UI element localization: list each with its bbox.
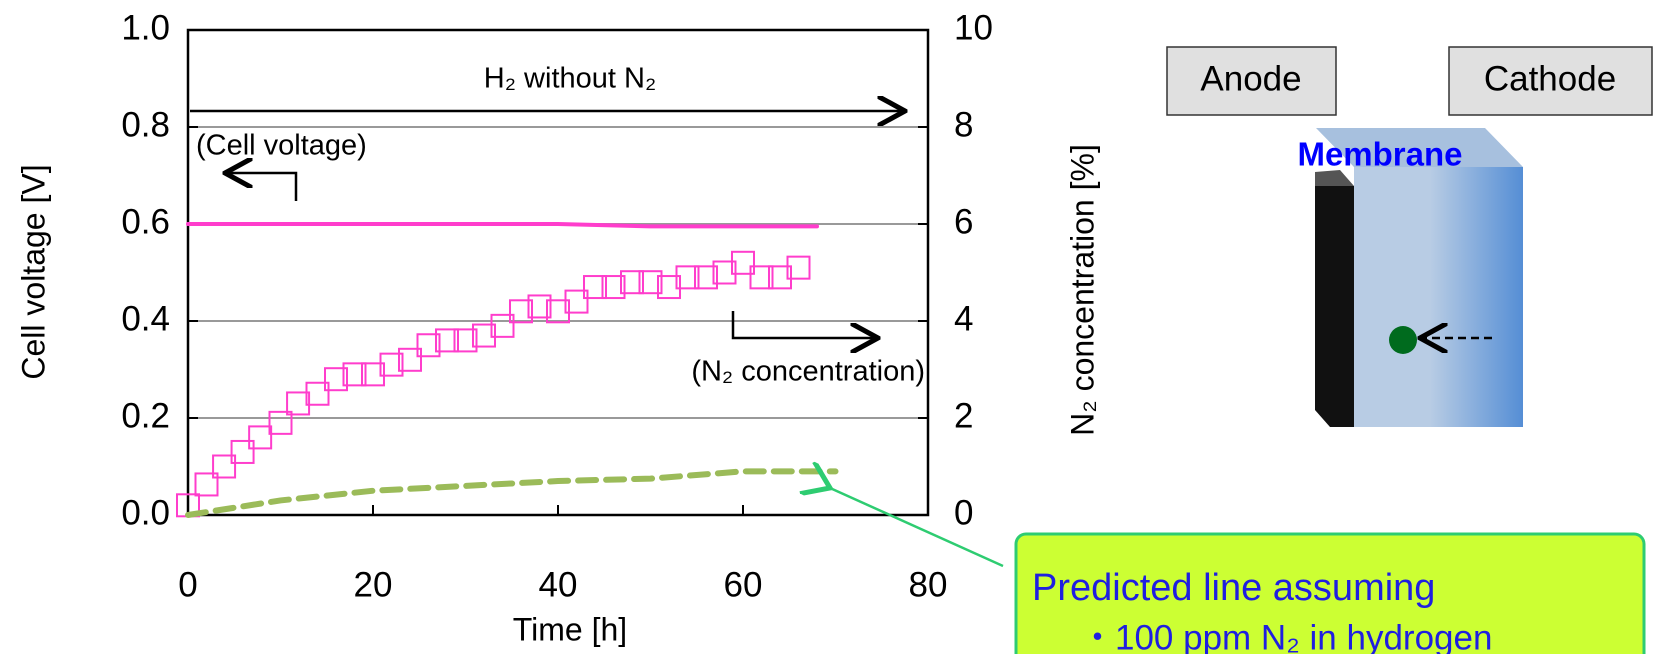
electrode: [1315, 186, 1354, 427]
data-point: [638, 270, 663, 295]
membrane-top: [1316, 128, 1523, 167]
data-point: [490, 313, 515, 338]
y-tick-label: 0.4: [121, 299, 170, 338]
data-point: [675, 265, 700, 290]
plot-frame: [186, 28, 930, 517]
x-tick-label: 40: [539, 565, 578, 604]
membrane: [1354, 167, 1523, 427]
data-point: [472, 323, 496, 348]
y-tick-label: 0.2: [121, 396, 170, 435]
data-point: [248, 425, 273, 450]
y2-tick-label: 6: [954, 202, 973, 241]
y-tick-label: 0.8: [121, 105, 170, 144]
data-point: [694, 265, 718, 290]
data-point: [268, 410, 293, 435]
y-tick-label: 0.6: [121, 202, 170, 241]
data-point: [601, 275, 626, 300]
n2-molecule: [1389, 326, 1417, 354]
data-point: [361, 362, 385, 387]
cathode-box: [1448, 46, 1653, 116]
data-point: [749, 265, 774, 290]
annotation: (N₂ concentration): [691, 356, 925, 388]
data-point: [435, 328, 459, 353]
data-point: [194, 472, 219, 497]
data-point: [379, 352, 404, 377]
x-tick-label: 0: [178, 565, 197, 604]
data-point: [212, 454, 237, 479]
data-point: [712, 260, 737, 285]
data-point: [342, 362, 367, 387]
data-point: [416, 333, 441, 358]
data-point: [324, 367, 348, 392]
x-tick-label: 80: [909, 565, 948, 604]
y-tick-label: 1.0: [121, 8, 170, 47]
y-tick-label: 0.0: [121, 493, 170, 532]
series-line: [186, 222, 819, 229]
arrow: [731, 311, 878, 338]
annotation: H₂ without N₂: [484, 63, 656, 95]
data-point: [768, 265, 792, 290]
y2-tick-label: 2: [954, 396, 973, 435]
data-point: [786, 255, 811, 280]
y2-tick-label: 10: [954, 8, 993, 47]
electrode-top: [1315, 170, 1354, 186]
membrane-label: Membrane: [1297, 136, 1462, 173]
y2-tick-label: 4: [954, 299, 973, 338]
y2-axis-title: N₂ concentration [%]: [1064, 144, 1100, 436]
anode-label: Anode: [1200, 59, 1301, 98]
callout-text: Predicted line assuming: [1032, 567, 1435, 609]
data-point: [657, 275, 681, 300]
arrow: [225, 173, 298, 201]
data-point: [527, 294, 552, 319]
data-point: [546, 299, 570, 324]
anode-box: [1166, 46, 1337, 116]
y2-tick-label: 8: [954, 105, 973, 144]
y2-tick-label: 0: [954, 493, 973, 532]
cathode-label: Cathode: [1484, 59, 1616, 98]
data-point: [564, 289, 589, 314]
data-point: [509, 299, 533, 324]
series-line: [185, 468, 839, 518]
data-point: [731, 250, 755, 275]
data-point: [620, 270, 644, 295]
x-axis-title: Time [h]: [513, 611, 627, 647]
data-point: [583, 275, 607, 300]
x-tick-label: 20: [354, 565, 393, 604]
callout-text: ・100 ppm N₂ in hydrogen: [1080, 618, 1492, 654]
data-point: [305, 381, 330, 406]
data-point: [398, 347, 422, 372]
data-point: [286, 391, 311, 416]
data-point: [230, 439, 255, 464]
callout-arrow: [830, 488, 1004, 568]
annotation: (Cell voltage): [196, 130, 367, 162]
y-axis-title: Cell voltage [V]: [15, 164, 51, 379]
x-tick-label: 60: [724, 565, 763, 604]
callout-box: [1014, 532, 1646, 654]
data-point: [453, 328, 478, 353]
